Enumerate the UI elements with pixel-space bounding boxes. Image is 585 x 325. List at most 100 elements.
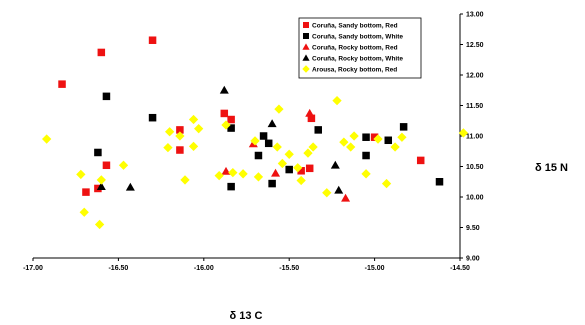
data-point: [238, 169, 248, 179]
data-point: [148, 36, 157, 44]
data-point: [220, 109, 229, 118]
y-axis-title: δ 15 N: [535, 162, 568, 174]
legend-label: Coruña, Sandy bottom, Red: [312, 22, 398, 29]
data-point: [227, 124, 235, 132]
data-point: [272, 142, 282, 152]
data-point: [94, 148, 102, 157]
data-point: [176, 126, 184, 134]
data-point: [76, 169, 86, 180]
y-tick-label: 10.00: [466, 195, 484, 202]
x-axis-title: δ 13 C: [230, 310, 263, 322]
x-tick-label: -16.50: [108, 265, 128, 272]
data-point: [341, 193, 351, 202]
data-point: [435, 178, 444, 186]
data-point: [274, 104, 284, 114]
legend-marker: [303, 22, 309, 28]
legend-box: [298, 17, 422, 79]
x-tick-label: -16.00: [194, 265, 214, 272]
data-point: [381, 178, 392, 189]
data-point: [362, 151, 370, 160]
data-point: [254, 151, 263, 160]
y-tick-label: 11.50: [466, 103, 483, 110]
data-point: [96, 175, 106, 185]
data-point: [307, 114, 316, 123]
data-point: [94, 219, 105, 230]
y-tick-label: 12.50: [466, 42, 484, 49]
plot-area: -17.00 -16.50 -16.00 -15.50 -15.00 -14.50 9.00…: [23, 12, 484, 273]
data-point: [284, 149, 294, 159]
data-point: [97, 48, 106, 57]
data-point: [42, 134, 52, 144]
legend-label: Arousa, Rocky bottom, Red: [312, 66, 397, 73]
data-point: [102, 92, 111, 101]
legend-marker: [303, 33, 309, 39]
data-point: [314, 126, 322, 134]
data-point: [384, 136, 393, 145]
data-point: [79, 207, 89, 217]
legend-marker: [302, 54, 310, 61]
legend-marker: [302, 43, 310, 50]
x-tick-label: -15.50: [279, 265, 299, 272]
data-point: [390, 142, 400, 152]
data-point: [339, 137, 349, 147]
data-point: [362, 133, 370, 141]
y-tick-label: 10.50: [466, 164, 484, 171]
data-point: [361, 169, 371, 179]
data-point: [194, 124, 204, 134]
data-point: [303, 148, 313, 158]
data-point: [250, 136, 260, 146]
data-point: [305, 108, 315, 117]
data-point: [96, 182, 106, 191]
legend-label: Coruña, Rocky bottom, White: [312, 55, 403, 62]
data-point: [219, 85, 229, 94]
data-point: [148, 113, 157, 122]
data-point: [188, 114, 199, 125]
y-tick-label: 9.00: [466, 256, 480, 263]
data-point: [399, 123, 408, 131]
x-tick-label: -17.00: [23, 265, 43, 272]
data-point: [308, 142, 318, 152]
data-point: [227, 182, 235, 191]
data-point: [164, 127, 175, 137]
data-point: [285, 165, 293, 174]
data-point: [334, 185, 344, 194]
data-point: [58, 80, 66, 88]
y-tick-label: 11.00: [466, 134, 483, 141]
data-point: [305, 164, 314, 173]
data-point: [82, 188, 90, 196]
data-point: [458, 128, 469, 138]
data-point: [221, 166, 231, 175]
data-point: [163, 142, 173, 153]
legend-label: Coruña, Rocky bottom, Red: [312, 44, 398, 51]
data-point: [264, 139, 273, 148]
data-point: [228, 167, 238, 178]
data-point: [267, 119, 277, 128]
data-point: [322, 188, 332, 198]
data-point: [416, 156, 425, 165]
data-point: [214, 171, 224, 181]
data-point: [102, 161, 111, 170]
data-point: [253, 172, 264, 182]
points-layer: [42, 36, 469, 230]
data-point: [175, 131, 185, 141]
y-tick-label: 13.00: [466, 12, 484, 19]
data-point: [227, 115, 235, 124]
data-point: [332, 95, 342, 106]
data-point: [293, 163, 303, 173]
data-point: [296, 175, 306, 186]
data-point: [297, 167, 305, 175]
data-point: [330, 160, 340, 169]
data-point: [125, 182, 135, 191]
y-tick-label: 12.00: [466, 73, 484, 80]
data-point: [118, 160, 129, 170]
data-point: [373, 134, 383, 144]
data-point: [349, 131, 359, 141]
y-tick-label: 9.50: [466, 225, 480, 232]
x-tick-label: -14.50: [450, 265, 470, 272]
data-point: [271, 168, 281, 177]
data-point: [221, 120, 231, 130]
data-point: [259, 132, 268, 140]
data-point: [397, 132, 407, 142]
legend-label: Coruña, Sandy bottom, White: [312, 33, 403, 40]
